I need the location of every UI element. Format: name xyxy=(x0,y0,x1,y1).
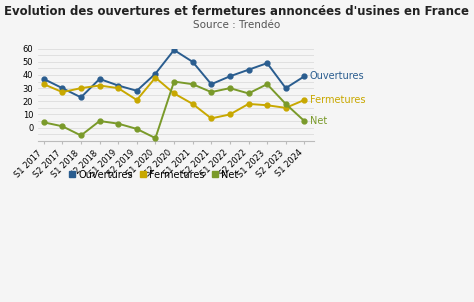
Text: Ouvertures: Ouvertures xyxy=(310,71,365,81)
Text: Net: Net xyxy=(310,116,327,126)
Legend: Ouvertures, Fermetures, Net: Ouvertures, Fermetures, Net xyxy=(65,166,242,184)
Text: Fermetures: Fermetures xyxy=(310,95,365,105)
Text: Evolution des ouvertures et fermetures annoncées d'usines en France: Evolution des ouvertures et fermetures a… xyxy=(4,5,470,18)
Text: Source : Trendéo: Source : Trendéo xyxy=(193,20,281,30)
